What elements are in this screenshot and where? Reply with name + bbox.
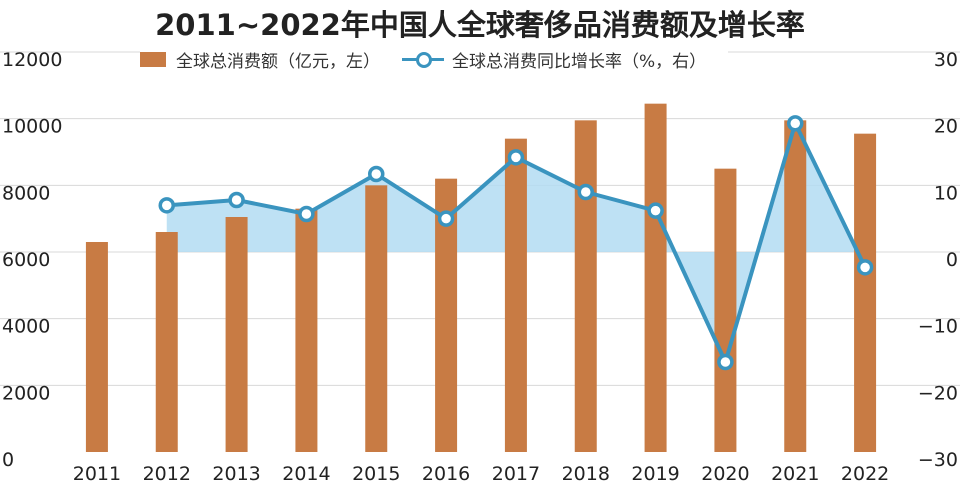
growth-point bbox=[158, 197, 175, 214]
bar bbox=[854, 133, 877, 452]
bar bbox=[714, 168, 737, 452]
x-tick-label: 2018 bbox=[562, 463, 610, 483]
x-tick-label: 2016 bbox=[422, 463, 470, 483]
bar bbox=[784, 120, 807, 452]
x-tick-label: 2012 bbox=[143, 463, 191, 483]
bar bbox=[644, 103, 667, 453]
y-right-tick-label: −30 bbox=[918, 449, 958, 471]
growth-point bbox=[717, 353, 734, 371]
y-right-tick-label: 30 bbox=[934, 49, 958, 71]
growth-point bbox=[228, 191, 245, 209]
growth-point bbox=[368, 165, 385, 183]
x-tick-label: 2017 bbox=[492, 463, 540, 483]
bar bbox=[435, 178, 458, 452]
y-left-tick-label: 10000 bbox=[2, 116, 62, 138]
x-tick-label: 2019 bbox=[631, 463, 679, 483]
x-tick-label: 2014 bbox=[282, 463, 330, 483]
growth-point bbox=[298, 205, 315, 223]
y-right-tick-label: 20 bbox=[934, 116, 958, 138]
y-right-tick-label: 0 bbox=[946, 249, 958, 271]
y-left-tick-label: 2000 bbox=[2, 382, 50, 404]
growth-point bbox=[577, 183, 594, 201]
x-tick-label: 2020 bbox=[701, 463, 749, 483]
chart-title: 2011~2022年中国人全球奢侈品消费额及增长率 bbox=[155, 8, 805, 42]
bar bbox=[504, 138, 527, 452]
y-right-tick-label: −10 bbox=[918, 316, 958, 338]
x-tick-label: 2022 bbox=[841, 463, 889, 483]
legend-item-consumption: 全球总消费额（亿元，左） bbox=[140, 47, 380, 72]
y-left-tick-label: 4000 bbox=[2, 316, 50, 338]
y-left-tick-label: 6000 bbox=[2, 249, 50, 271]
y-right-tick-label: −20 bbox=[918, 382, 958, 404]
bar bbox=[225, 217, 248, 452]
bar bbox=[574, 120, 597, 452]
growth-point bbox=[647, 202, 664, 219]
x-tick-label: 2021 bbox=[771, 463, 819, 483]
growth-point bbox=[787, 115, 804, 132]
growth-point bbox=[437, 210, 455, 227]
y-left-tick-label: 8000 bbox=[2, 182, 50, 204]
legend-line-swatch bbox=[402, 51, 444, 68]
legend-label-growth: 全球总消费同比增长率（%，右） bbox=[452, 51, 707, 72]
bar bbox=[295, 208, 318, 452]
growth-point bbox=[507, 149, 525, 166]
bar bbox=[155, 232, 178, 452]
bar bbox=[85, 242, 108, 452]
x-tick-label: 2015 bbox=[352, 463, 400, 483]
legend-label-consumption: 全球总消费额（亿元，左） bbox=[176, 51, 380, 72]
y-right-tick-label: 10 bbox=[934, 182, 958, 204]
chart-legend: 全球总消费额（亿元，左） 全球总消费同比增长率（%，右） bbox=[140, 46, 729, 72]
x-tick-label: 2013 bbox=[212, 463, 260, 483]
y-left-tick-label: 12000 bbox=[2, 49, 62, 71]
legend-bar-swatch bbox=[140, 51, 166, 67]
y-left-tick-label: 0 bbox=[2, 449, 14, 471]
bar bbox=[365, 185, 388, 453]
x-tick-label: 2011 bbox=[73, 463, 121, 483]
growth-point bbox=[856, 259, 874, 276]
legend-item-growth: 全球总消费同比增长率（%，右） bbox=[402, 47, 706, 72]
